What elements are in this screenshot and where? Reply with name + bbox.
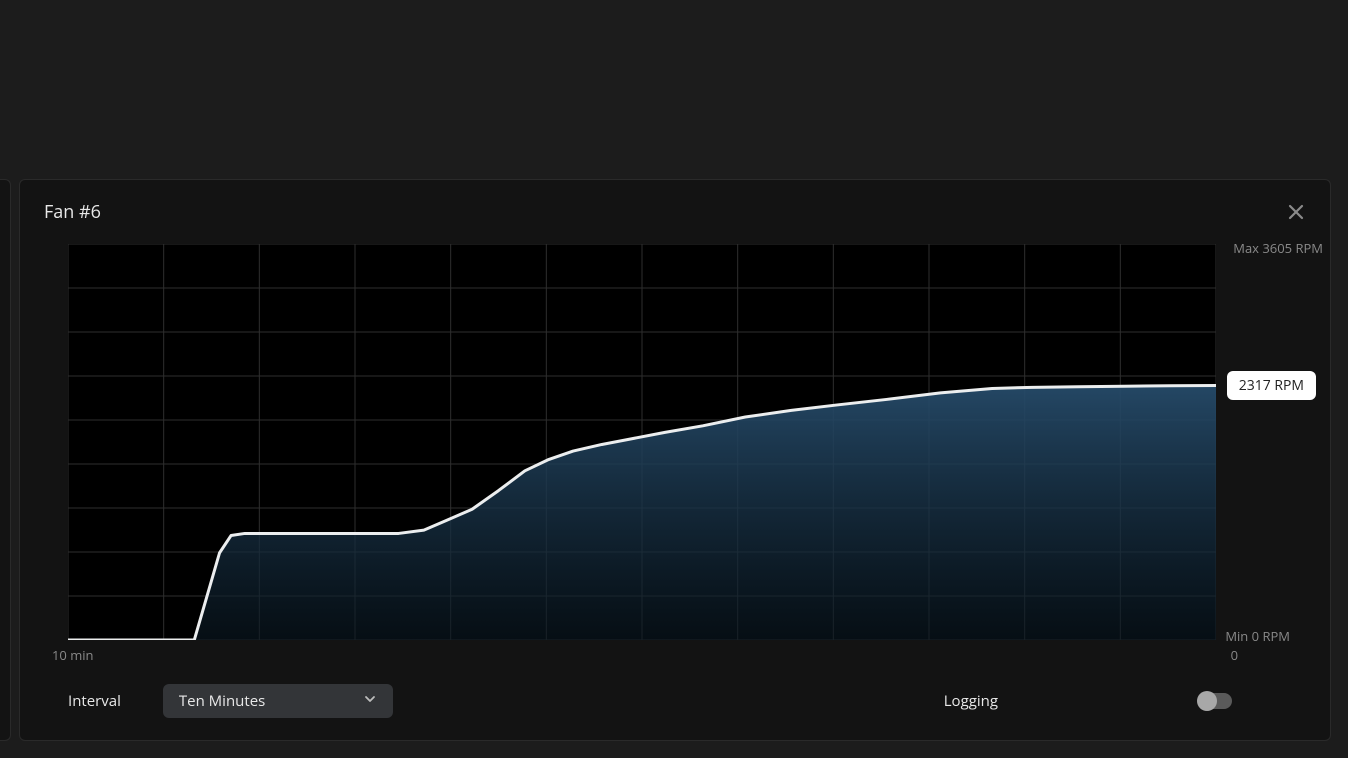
fan-chart-panel: Fan #6 Max 3605 RPM Min 0 RPM 2317 RPM 1… <box>19 179 1331 741</box>
x-axis-labels: 10 min 0 <box>52 646 1238 664</box>
y-min-label: Min 0 RPM <box>1225 627 1290 645</box>
close-icon <box>1288 204 1304 220</box>
toggle-knob <box>1197 691 1217 711</box>
panel-controls: Interval Ten Minutes Logging <box>68 684 1232 718</box>
chart-svg <box>68 244 1216 640</box>
interval-label: Interval <box>68 691 121 711</box>
interval-dropdown-value: Ten Minutes <box>179 691 265 711</box>
interval-dropdown[interactable]: Ten Minutes <box>163 684 393 718</box>
logging-label: Logging <box>944 691 998 711</box>
chevron-down-icon <box>363 691 377 711</box>
x-left-label: 10 min <box>52 646 94 664</box>
logging-toggle[interactable] <box>1198 693 1232 709</box>
chart-region: Max 3605 RPM Min 0 RPM 2317 RPM 10 min 0 <box>44 244 1306 664</box>
close-button[interactable] <box>1286 202 1306 222</box>
panel-title: Fan #6 <box>44 200 101 224</box>
current-value-badge: 2317 RPM <box>1227 371 1316 400</box>
panel-header: Fan #6 <box>44 200 1306 224</box>
x-right-label: 0 <box>1231 646 1238 664</box>
chart-plot-area: Max 3605 RPM Min 0 RPM 2317 RPM <box>68 244 1216 640</box>
adjacent-panel-sliver <box>0 179 11 741</box>
y-max-label: Max 3605 RPM <box>1233 239 1323 257</box>
